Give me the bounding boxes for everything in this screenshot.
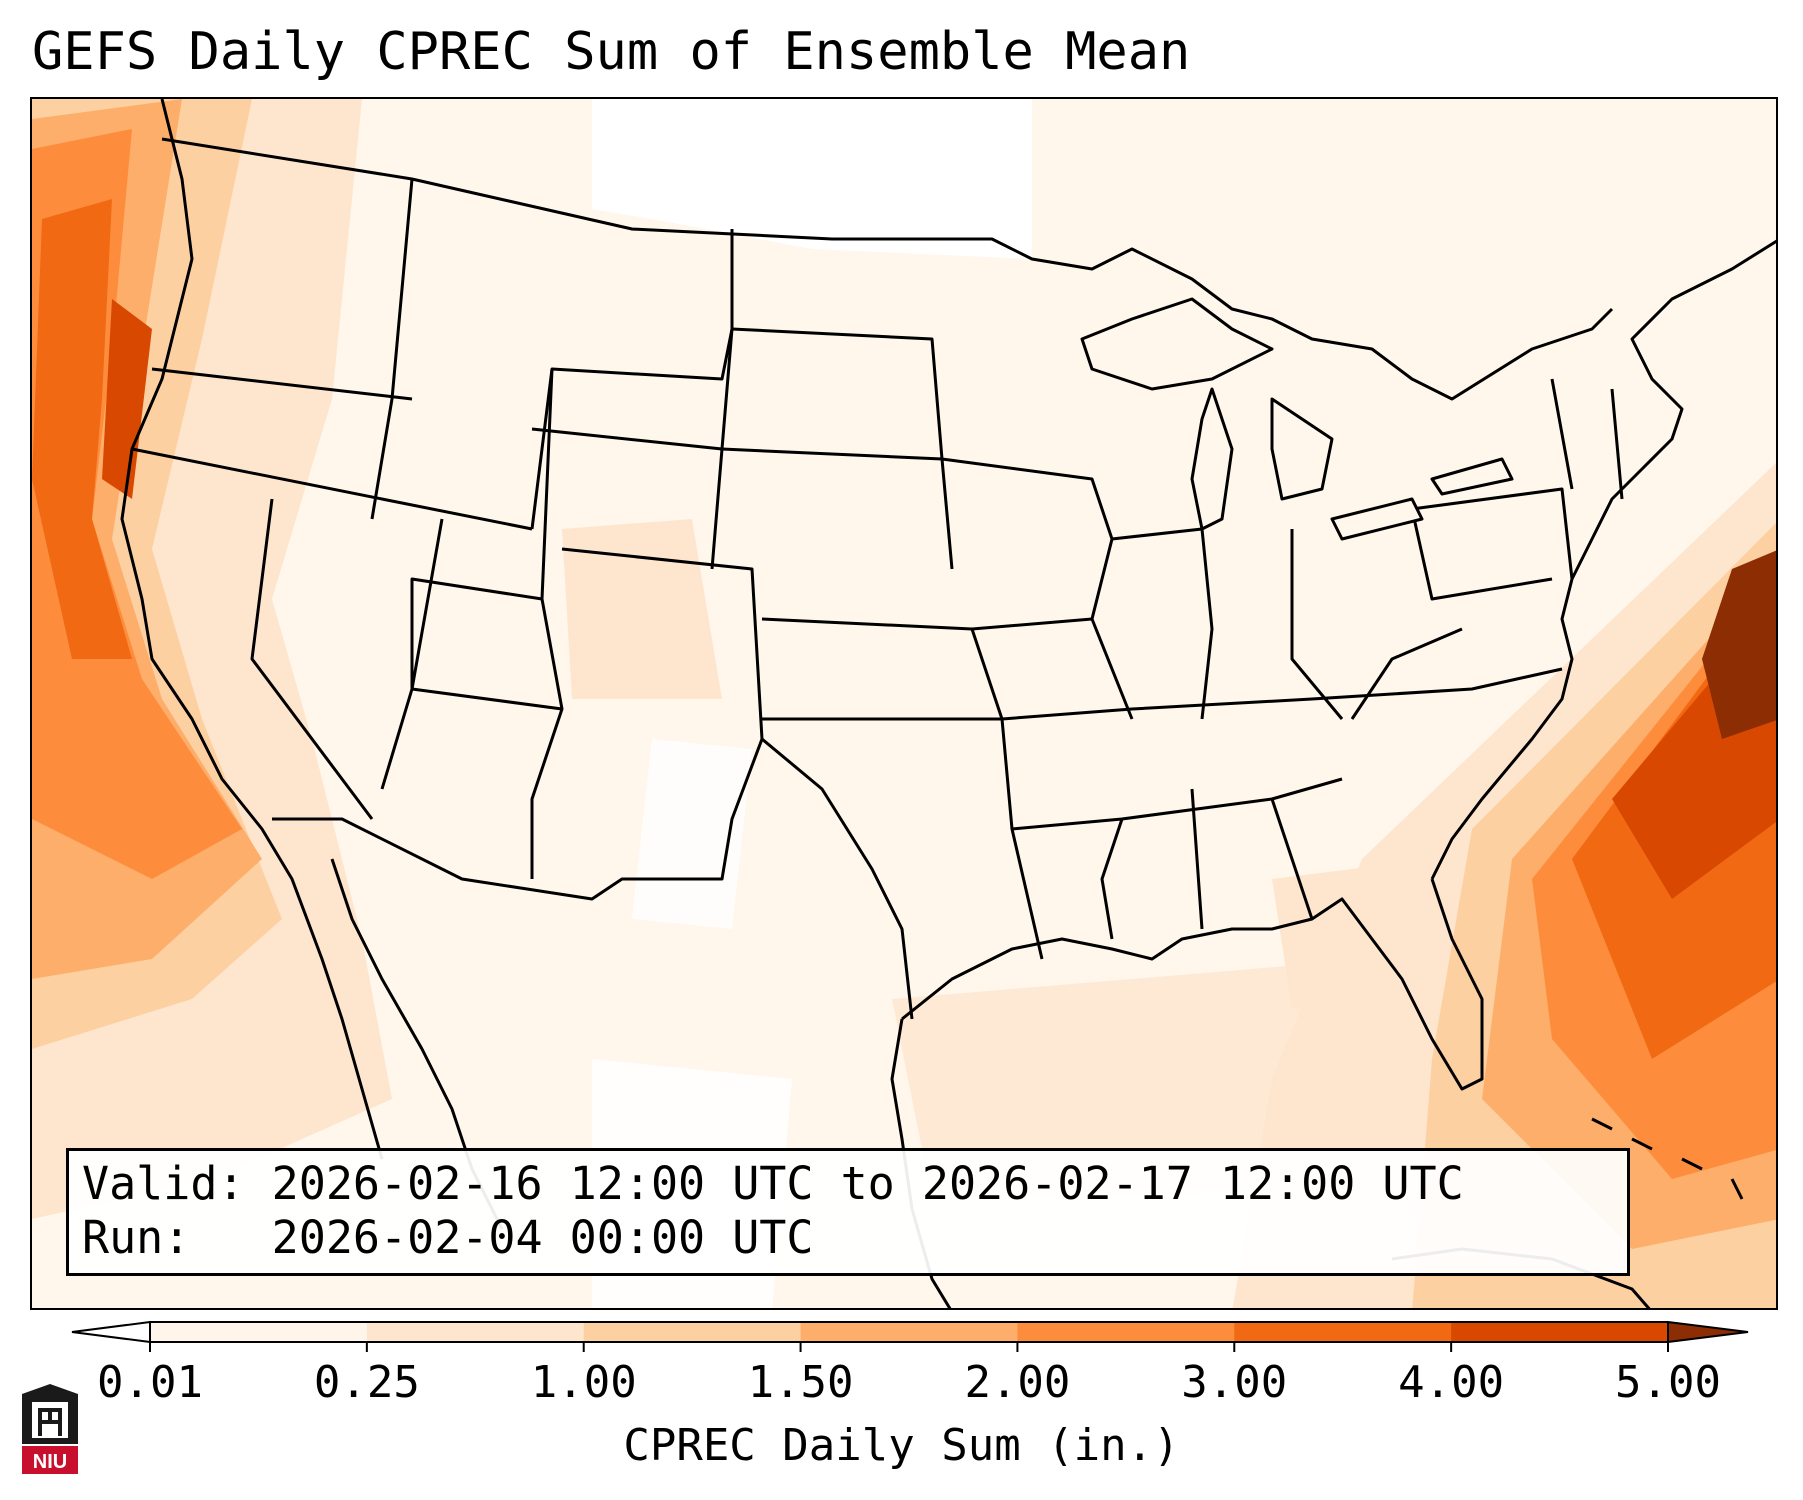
canada-border — [161, 137, 1614, 401]
state-line — [1001, 667, 1563, 721]
boundaries — [120, 99, 1776, 1308]
state-line — [410, 577, 543, 689]
mexico-border — [272, 737, 914, 1020]
niu-logo: NIU — [22, 1384, 78, 1474]
colorbar-segment — [583, 1322, 802, 1342]
dry-area-northplains — [592, 99, 1032, 259]
state-line — [530, 229, 734, 530]
state-line — [1270, 798, 1314, 920]
state-line — [1111, 527, 1214, 720]
colorbar-tick-label: 0.01 — [97, 1357, 203, 1408]
state-line — [250, 498, 374, 820]
state-line — [530, 368, 564, 879]
state-line — [131, 447, 533, 531]
state-line — [1610, 388, 1624, 500]
state-line — [731, 327, 944, 460]
colorbar-tick-label: 1.50 — [747, 1357, 854, 1408]
colorbar-under-arrow — [71, 1320, 151, 1344]
lake-erie — [1330, 497, 1424, 541]
colorbar-tick-label: 5.00 — [1615, 1357, 1721, 1408]
colorbar-segment — [366, 1322, 585, 1342]
colorbar-segment — [800, 1322, 1018, 1342]
lake-huron — [1270, 397, 1334, 501]
southeast-light-shading — [1272, 859, 1452, 1009]
pacific-3in-shading — [32, 199, 132, 659]
precip-shading — [32, 99, 1776, 1308]
state-line — [1410, 508, 1553, 601]
state-line — [370, 178, 414, 520]
state-line — [1290, 529, 1344, 720]
colorbar-segment — [1017, 1322, 1235, 1342]
state-line — [561, 547, 764, 740]
run-time-text: Run: 2026-02-04 00:00 UTC — [82, 1211, 814, 1264]
valid-run-info-box: Valid: 2026-02-16 12:00 UTC to 2026-02-1… — [66, 1148, 1630, 1276]
state-line — [1011, 777, 1343, 831]
west-coastline — [120, 99, 384, 1160]
svg-text:NIU: NIU — [33, 1451, 67, 1473]
colorbar-segment — [1234, 1322, 1452, 1342]
colorado-light-shading — [562, 519, 722, 699]
colorbar-tick-label: 0.25 — [313, 1357, 420, 1408]
lake-ontario — [1430, 457, 1514, 496]
colorbar-tick-label: 3.00 — [1181, 1357, 1288, 1408]
colorbar-label: CPREC Daily Sum (in.) — [623, 1420, 1180, 1471]
dry-area-newmexico — [632, 739, 752, 929]
lake-superior — [1080, 297, 1274, 391]
gulf-light-shading — [892, 959, 1392, 1199]
lake-michigan — [1190, 387, 1234, 531]
state-line — [1411, 487, 1574, 580]
state-line — [1190, 788, 1204, 930]
state-line — [1550, 378, 1574, 490]
colorbar-segment — [150, 1322, 368, 1342]
colorbar — [71, 1320, 1749, 1352]
state-line — [710, 448, 724, 570]
east-coastline — [1430, 239, 1776, 880]
colorbar-tick-label: 2.00 — [964, 1357, 1071, 1408]
valid-time-text: Valid: 2026-02-16 12:00 UTC to 2026-02-1… — [82, 1157, 1464, 1210]
state-line — [762, 717, 1044, 960]
colorbar-tick-label: 1.00 — [530, 1357, 637, 1408]
colorbar-over-arrow — [1667, 1320, 1749, 1344]
pacific-4in-shading — [102, 299, 152, 499]
map-panel — [30, 97, 1778, 1310]
colorbar-segments — [150, 1322, 1669, 1342]
bahamas-islands — [1591, 1117, 1744, 1200]
state-line — [411, 687, 563, 711]
state-line — [1100, 818, 1124, 940]
colorbar-ticks — [149, 1342, 1669, 1352]
figure-title: GEFS Daily CPREC Sum of Ensemble Mean — [32, 22, 1191, 82]
colorbar-segment — [1451, 1322, 1669, 1342]
atlantic-max-shading — [1702, 550, 1776, 739]
state-line — [151, 367, 413, 401]
colorbar-tick-label: 4.00 — [1398, 1357, 1505, 1408]
colorbar-outline — [149, 1321, 1669, 1343]
state-line — [1350, 627, 1463, 720]
state-line — [971, 617, 1093, 631]
precip-map — [32, 99, 1776, 1308]
